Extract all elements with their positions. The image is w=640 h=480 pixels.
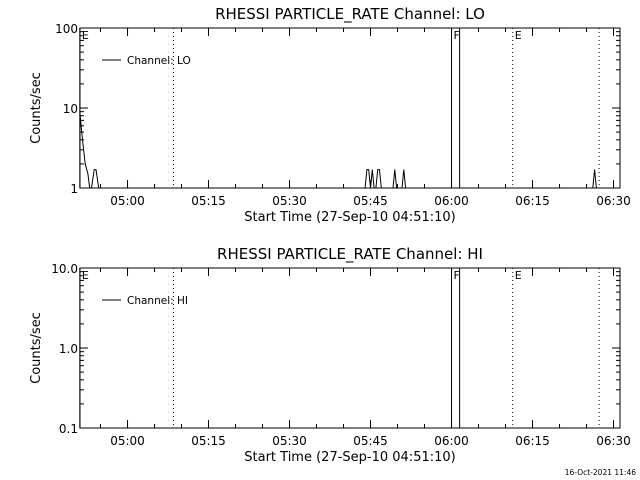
legend-label: Channel: LO — [127, 55, 191, 67]
y-tick-label: 10.0 — [51, 262, 78, 276]
x-tick-label: 05:15 — [191, 434, 226, 448]
chart-title: RHESSI PARTICLE_RATE Channel: LO — [215, 5, 485, 24]
x-tick-label: 05:45 — [353, 434, 388, 448]
x-tick-label: 05:45 — [353, 194, 388, 208]
x-tick-label: 06:00 — [434, 434, 469, 448]
event-marker-label: E — [82, 29, 89, 42]
event-marker-label: E — [82, 269, 89, 282]
chart-panel-1: RHESSI PARTICLE_RATE Channel: LO 05:00 05:… — [29, 5, 631, 225]
event-marker-label: E — [515, 269, 522, 282]
x-tick-label: 05:30 — [272, 194, 307, 208]
y-tick-label: 10 — [63, 102, 78, 116]
chart-panel-2: RHESSI PARTICLE_RATE Channel: HI 05:00 05:… — [29, 245, 631, 465]
event-marker-label: F — [454, 29, 460, 42]
y-tick-label: 100 — [55, 22, 78, 36]
chart-title: RHESSI PARTICLE_RATE Channel: HI — [217, 245, 483, 264]
x-tick-label: 05:00 — [110, 434, 145, 448]
series-line — [79, 111, 597, 189]
event-marker-label: E — [515, 29, 522, 42]
x-axis-label: Start Time (27-Sep-10 04:51:10) — [244, 450, 455, 465]
event-marker-label: F — [454, 269, 460, 282]
y-axis-label: Counts/sec — [29, 312, 44, 384]
y-tick-label: 1.0 — [59, 342, 78, 356]
footer-timestamp: 16-Oct-2021 11:46 — [565, 468, 636, 477]
x-axis-label: Start Time (27-Sep-10 04:51:10) — [244, 210, 455, 225]
x-tick-label: 05:00 — [110, 194, 145, 208]
x-tick-label: 06:30 — [596, 194, 631, 208]
y-tick-label: 0.1 — [59, 422, 78, 436]
x-tick-label: 06:15 — [515, 434, 550, 448]
x-tick-label: 06:15 — [515, 194, 550, 208]
x-tick-label: 05:15 — [191, 194, 226, 208]
x-tick-label: 06:00 — [434, 194, 469, 208]
y-axis-label: Counts/sec — [29, 72, 44, 144]
legend-label: Channel: HI — [127, 295, 188, 307]
x-tick-label: 06:30 — [596, 434, 631, 448]
x-tick-label: 05:30 — [272, 434, 307, 448]
y-tick-label: 1 — [70, 182, 78, 196]
